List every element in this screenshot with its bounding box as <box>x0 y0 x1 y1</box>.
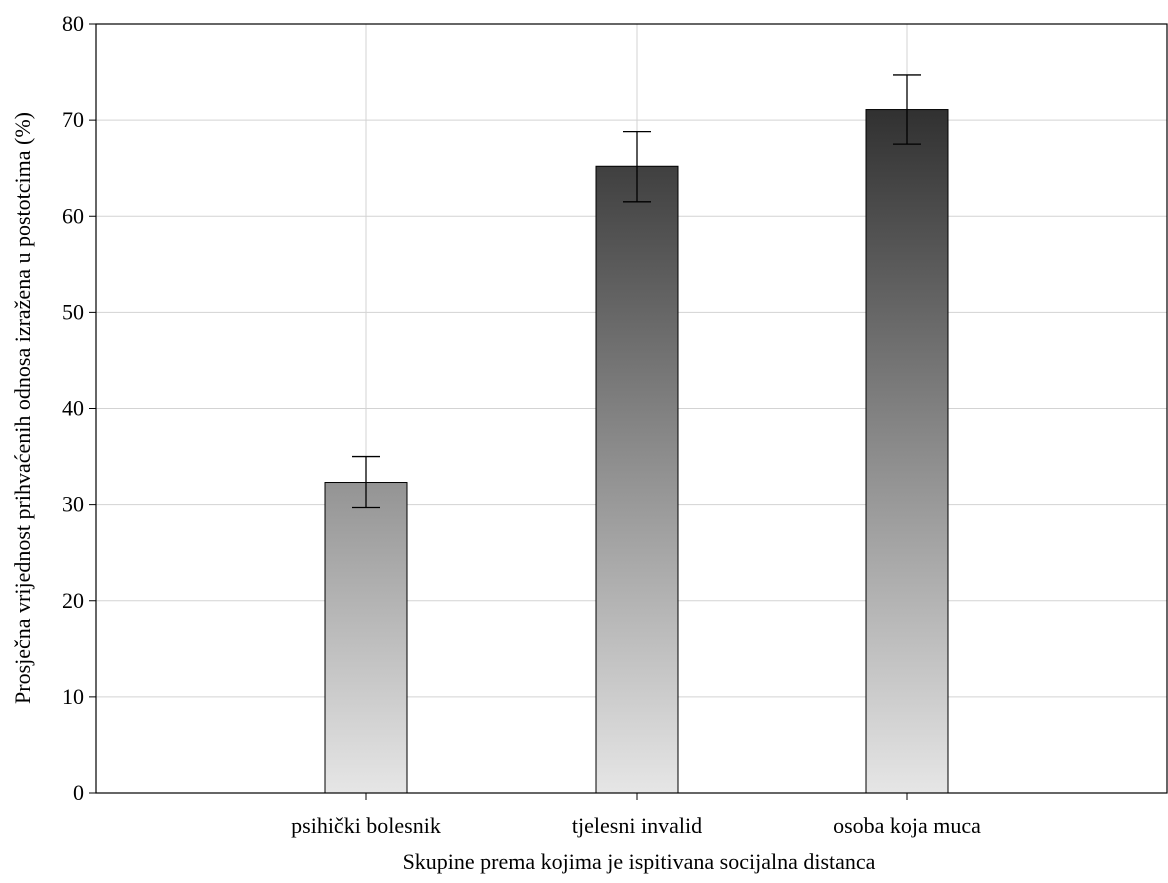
y-tick-label: 10 <box>62 684 84 709</box>
x-axis-label: Skupine prema kojima je ispitivana socij… <box>403 849 876 874</box>
bar <box>595 165 679 794</box>
y-tick-label: 70 <box>62 107 84 132</box>
y-tick-label: 40 <box>62 396 84 421</box>
error-bars <box>352 74 921 509</box>
y-tick-label: 20 <box>62 588 84 613</box>
y-axis: 0 10 20 30 40 50 60 70 80 <box>62 11 96 805</box>
y-axis-label: Prosječna vrijednost prihvaćenih odnosa … <box>10 112 35 704</box>
y-tick-label: 50 <box>62 299 84 324</box>
x-tick-label: osoba koja muca <box>833 813 981 838</box>
y-tick-label: 0 <box>73 780 84 805</box>
y-tick-label: 30 <box>62 492 84 517</box>
bar <box>324 482 408 794</box>
x-axis: psihički bolesnik tjelesni invalid osoba k… <box>291 793 981 838</box>
y-tick-label: 60 <box>62 203 84 228</box>
x-tick-label: tjelesni invalid <box>572 813 702 838</box>
bar <box>865 109 949 794</box>
x-tick-label: psihički bolesnik <box>291 813 441 838</box>
bars <box>324 109 949 794</box>
y-tick-label: 80 <box>62 11 84 36</box>
